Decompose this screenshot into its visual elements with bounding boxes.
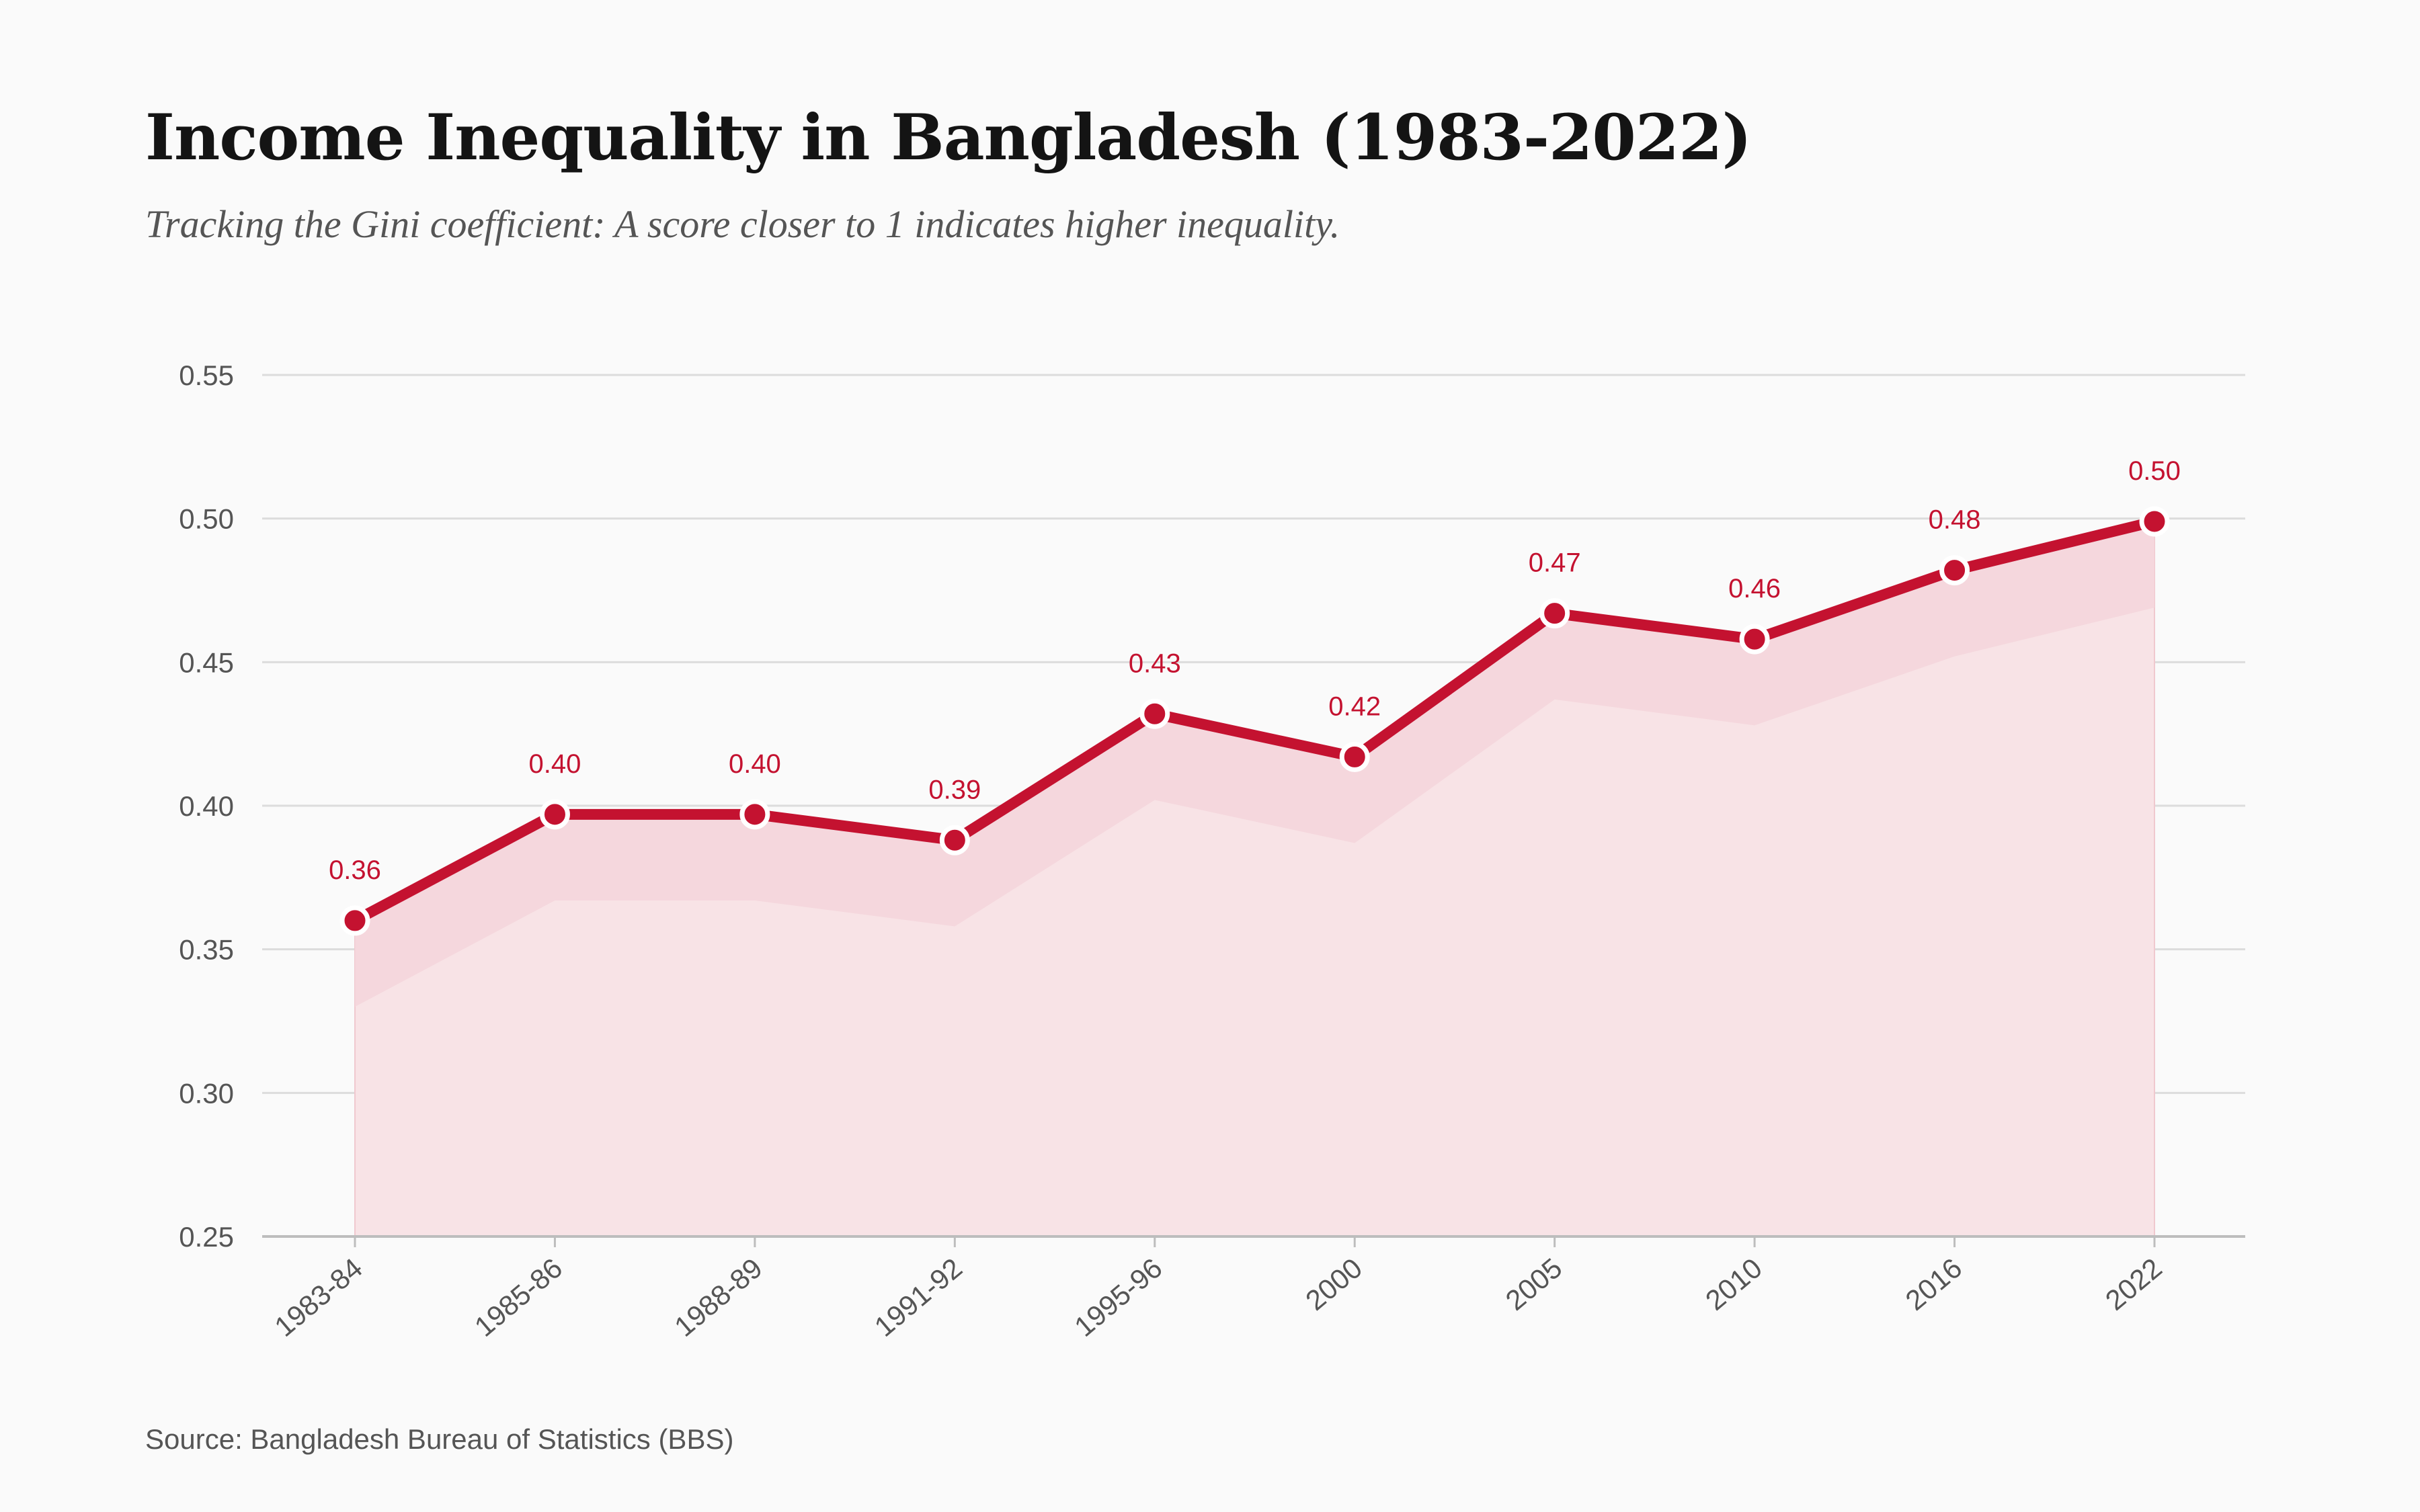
x-tick-label: 2022 bbox=[2099, 1252, 2168, 1316]
data-label: 0.39 bbox=[928, 775, 981, 804]
area-fill bbox=[354, 520, 2155, 1237]
data-point bbox=[1339, 741, 1370, 772]
data-points bbox=[339, 506, 2170, 936]
data-point bbox=[1939, 555, 1970, 586]
data-label: 0.42 bbox=[1328, 691, 1381, 721]
highlight-band bbox=[355, 521, 2154, 1007]
data-label: 0.43 bbox=[1129, 648, 1181, 678]
x-tick-label: 1988-89 bbox=[668, 1252, 768, 1343]
data-point bbox=[539, 799, 570, 830]
x-tick-label: 1985-86 bbox=[469, 1252, 568, 1343]
data-point bbox=[1739, 624, 1770, 655]
x-tick-label: 1991-92 bbox=[869, 1252, 968, 1343]
data-label: 0.36 bbox=[329, 855, 381, 885]
data-labels: 0.36 0.40 0.40 0.39 0.43 0.42 0.47 0.46 0.48 0.50 bbox=[329, 456, 2181, 885]
y-tick-label: 0.35 bbox=[179, 934, 234, 966]
data-label: 0.46 bbox=[1728, 574, 1781, 603]
y-tick-label: 0.30 bbox=[179, 1077, 234, 1109]
data-label: 0.47 bbox=[1529, 548, 1581, 578]
source-note: Source: Bangladesh Bureau of Statistics … bbox=[145, 1423, 734, 1455]
x-tick-label: 2016 bbox=[1900, 1252, 1968, 1316]
data-label: 0.40 bbox=[529, 749, 581, 779]
data-point bbox=[339, 905, 370, 936]
chart-subtitle: Tracking the Gini coefficient: A score c… bbox=[145, 202, 1340, 246]
x-tick-label: 2005 bbox=[1500, 1252, 1568, 1316]
data-label: 0.48 bbox=[1929, 505, 1981, 535]
y-tick-label: 0.45 bbox=[179, 646, 234, 678]
data-label: 0.50 bbox=[2128, 456, 2181, 486]
data-point bbox=[2139, 506, 2170, 537]
gini-series-line bbox=[350, 515, 2160, 926]
y-tick-label: 0.40 bbox=[179, 790, 234, 822]
data-point bbox=[1139, 698, 1170, 729]
series-line bbox=[350, 515, 2160, 926]
chart-title: Income Inequality in Bangladesh (1983-20… bbox=[145, 101, 1752, 175]
y-tick-label: 0.50 bbox=[179, 503, 234, 535]
data-label: 0.40 bbox=[729, 749, 781, 779]
y-tick-label: 0.25 bbox=[179, 1221, 234, 1253]
data-point bbox=[1539, 598, 1570, 629]
data-point bbox=[939, 825, 970, 855]
x-tick-label: 1995-96 bbox=[1068, 1252, 1168, 1343]
data-point bbox=[739, 799, 770, 830]
x-tick-label: 2010 bbox=[1699, 1252, 1768, 1316]
y-tick-label: 0.55 bbox=[179, 360, 234, 391]
x-tick-label: 1983-84 bbox=[268, 1252, 368, 1343]
x-tick-label: 2000 bbox=[1299, 1252, 1368, 1316]
